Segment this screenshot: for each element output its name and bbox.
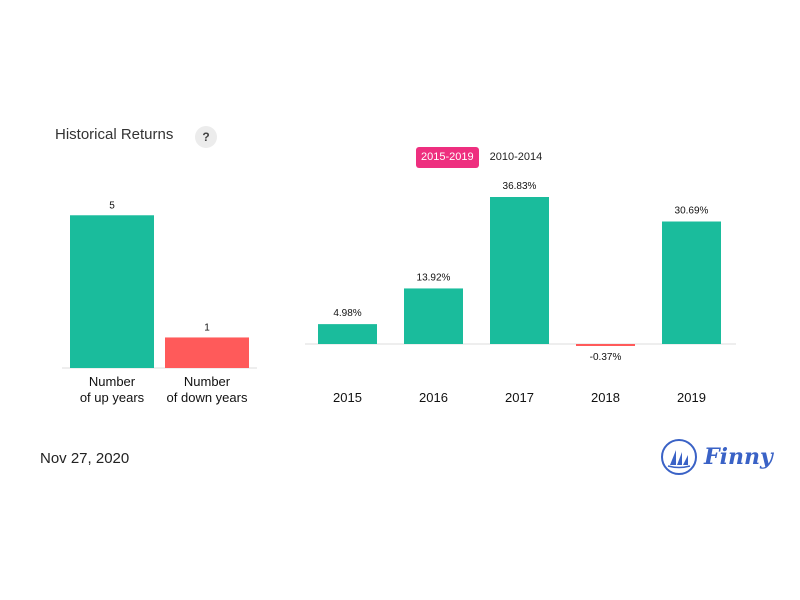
tab-2010-2014[interactable]: 2010-2014: [489, 151, 543, 163]
category-label: Number: [89, 374, 136, 389]
year-bar-2017: [490, 197, 549, 344]
year-label: 2018: [591, 390, 620, 405]
page-title: Historical Returns: [55, 126, 174, 143]
tab-2015-2019[interactable]: 2015-2019: [416, 147, 479, 168]
category-label: Number: [184, 374, 231, 389]
sailboat-logo-icon: [661, 439, 697, 475]
year-bar-2018: [576, 344, 635, 346]
bar-value-label: 30.69%: [675, 206, 709, 217]
bar-0: [70, 215, 154, 368]
category-label: of down years: [167, 390, 248, 405]
logo-text: Finny: [704, 444, 773, 470]
bar-value-label: 1: [204, 322, 210, 333]
year-bar-2019: [662, 221, 721, 344]
as-of-date: Nov 27, 2020: [40, 450, 130, 467]
question-icon[interactable]: ?: [195, 126, 217, 148]
bar-1: [165, 337, 249, 368]
year-label: 2015: [333, 390, 362, 405]
year-label: 2017: [505, 390, 534, 405]
bar-value-label: 13.92%: [417, 272, 451, 283]
bar-value-label: 36.83%: [503, 181, 537, 192]
bar-value-label: 4.98%: [333, 308, 361, 319]
year-label: 2019: [677, 390, 706, 405]
finny-logo: Finny: [660, 438, 773, 476]
bar-value-label: 5: [109, 200, 115, 211]
bar-value-label: -0.37%: [590, 352, 622, 363]
category-label: of up years: [80, 390, 145, 405]
year-bar-2015: [318, 324, 377, 344]
year-bar-2016: [404, 288, 463, 344]
period-tabs: 2015-2019 2010-2014: [416, 147, 547, 168]
year-label: 2016: [419, 390, 448, 405]
annual-returns-chart: 4.98% 2015 13.92% 2016 36.83% 2017 -0.37% 2018 3…: [305, 181, 736, 405]
